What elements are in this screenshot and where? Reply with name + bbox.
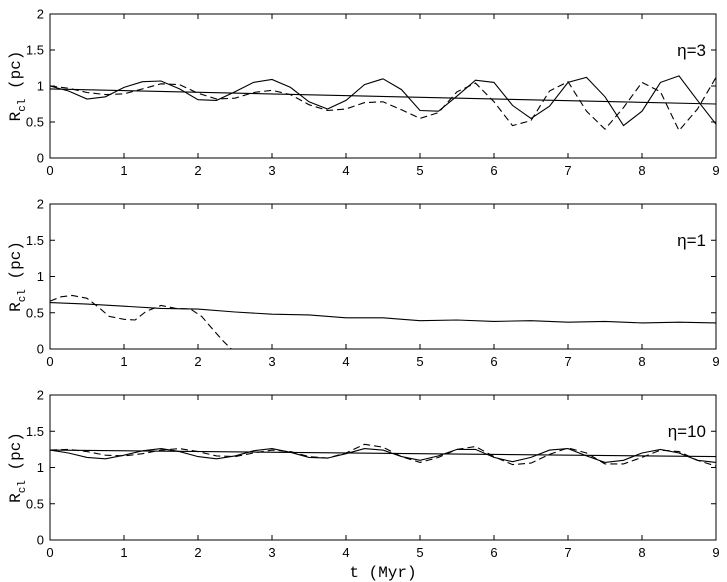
y-tick-label: 0 (37, 342, 44, 357)
y-tick-label: 1 (37, 460, 44, 475)
y-tick-label: 1.5 (26, 424, 44, 439)
y-tick-label: 0 (37, 151, 44, 166)
plot-frame (49, 394, 717, 541)
x-tick-label: 3 (268, 545, 275, 560)
series-line-3-1 (49, 448, 717, 463)
x-tick-label: 2 (194, 545, 201, 560)
x-tick-label: 2 (194, 354, 201, 369)
x-tick-label: 9 (712, 163, 719, 178)
y-tick-label: 2 (37, 388, 44, 403)
x-tick-label: 5 (416, 545, 423, 560)
x-tick-label: 9 (712, 354, 719, 369)
x-tick-label: 8 (638, 354, 645, 369)
x-tick-label: 6 (490, 545, 497, 560)
x-axis-title: t (Myr) (349, 564, 416, 582)
x-tick-label: 9 (712, 545, 719, 560)
x-tick-label: 0 (46, 545, 53, 560)
panel-annotation: η=3 (677, 41, 706, 60)
plot-frame (49, 203, 717, 350)
series-line-3-2 (49, 443, 717, 467)
x-tick-label: 0 (46, 163, 53, 178)
y-tick-label: 2 (37, 197, 44, 212)
series-line-2-2 (49, 294, 232, 350)
x-tick-label: 7 (564, 163, 571, 178)
x-tick-label: 0 (46, 354, 53, 369)
y-axis-title: Rcl (pc) (7, 51, 29, 122)
y-tick-label: 1 (37, 269, 44, 284)
x-tick-label: 1 (120, 163, 127, 178)
plot-frame (49, 13, 717, 159)
series-line-2-1 (49, 302, 717, 324)
x-tick-label: 8 (638, 163, 645, 178)
x-tick-label: 5 (416, 354, 423, 369)
x-tick-label: 6 (490, 354, 497, 369)
x-tick-label: 4 (342, 545, 349, 560)
panel-annotation: η=10 (668, 422, 706, 441)
y-tick-label: 1 (37, 79, 44, 94)
y-tick-label: 0 (37, 533, 44, 548)
x-tick-label: 5 (416, 163, 423, 178)
x-tick-label: 1 (120, 545, 127, 560)
chart-panel-2: 0 1 2 3 4 5 6 7 8 9 0 0.5 1 1.5 2 Rcl (pc) η=1 (7, 197, 720, 370)
x-tick-label: 7 (564, 545, 571, 560)
y-tick-label: 0.5 (26, 305, 44, 320)
x-tick-label: 7 (564, 354, 571, 369)
x-tick-label: 2 (194, 163, 201, 178)
x-tick-label: 3 (268, 163, 275, 178)
y-axis-title: Rcl (pc) (7, 241, 29, 312)
x-tick-label: 3 (268, 354, 275, 369)
chart-panel-1: 0 1 2 3 4 5 6 7 8 9 0 0.5 1 1.5 2 Rcl (pc) η=3 (7, 7, 720, 179)
y-tick-label: 0.5 (26, 496, 44, 511)
y-tick-label: 1.5 (26, 43, 44, 58)
y-axis-title: Rcl (pc) (7, 432, 29, 503)
x-tick-label: 8 (638, 545, 645, 560)
panel-annotation: η=1 (677, 231, 706, 250)
y-tick-label: 2 (37, 7, 44, 22)
series-line-1-3 (49, 88, 717, 105)
series-line-3-3 (49, 449, 717, 458)
chart-panel-3: 0 1 2 3 4 5 6 7 8 9 0 0.5 1 1.5 2 Rcl (pc) η=10 t (Myr) (7, 388, 720, 582)
x-tick-label: 4 (342, 163, 349, 178)
x-tick-label: 1 (120, 354, 127, 369)
y-tick-label: 0.5 (26, 115, 44, 130)
series-line-1-2 (49, 77, 717, 132)
y-tick-label: 1.5 (26, 233, 44, 248)
x-tick-label: 6 (490, 163, 497, 178)
x-tick-label: 4 (342, 354, 349, 369)
series-line-1-1 (49, 75, 717, 127)
